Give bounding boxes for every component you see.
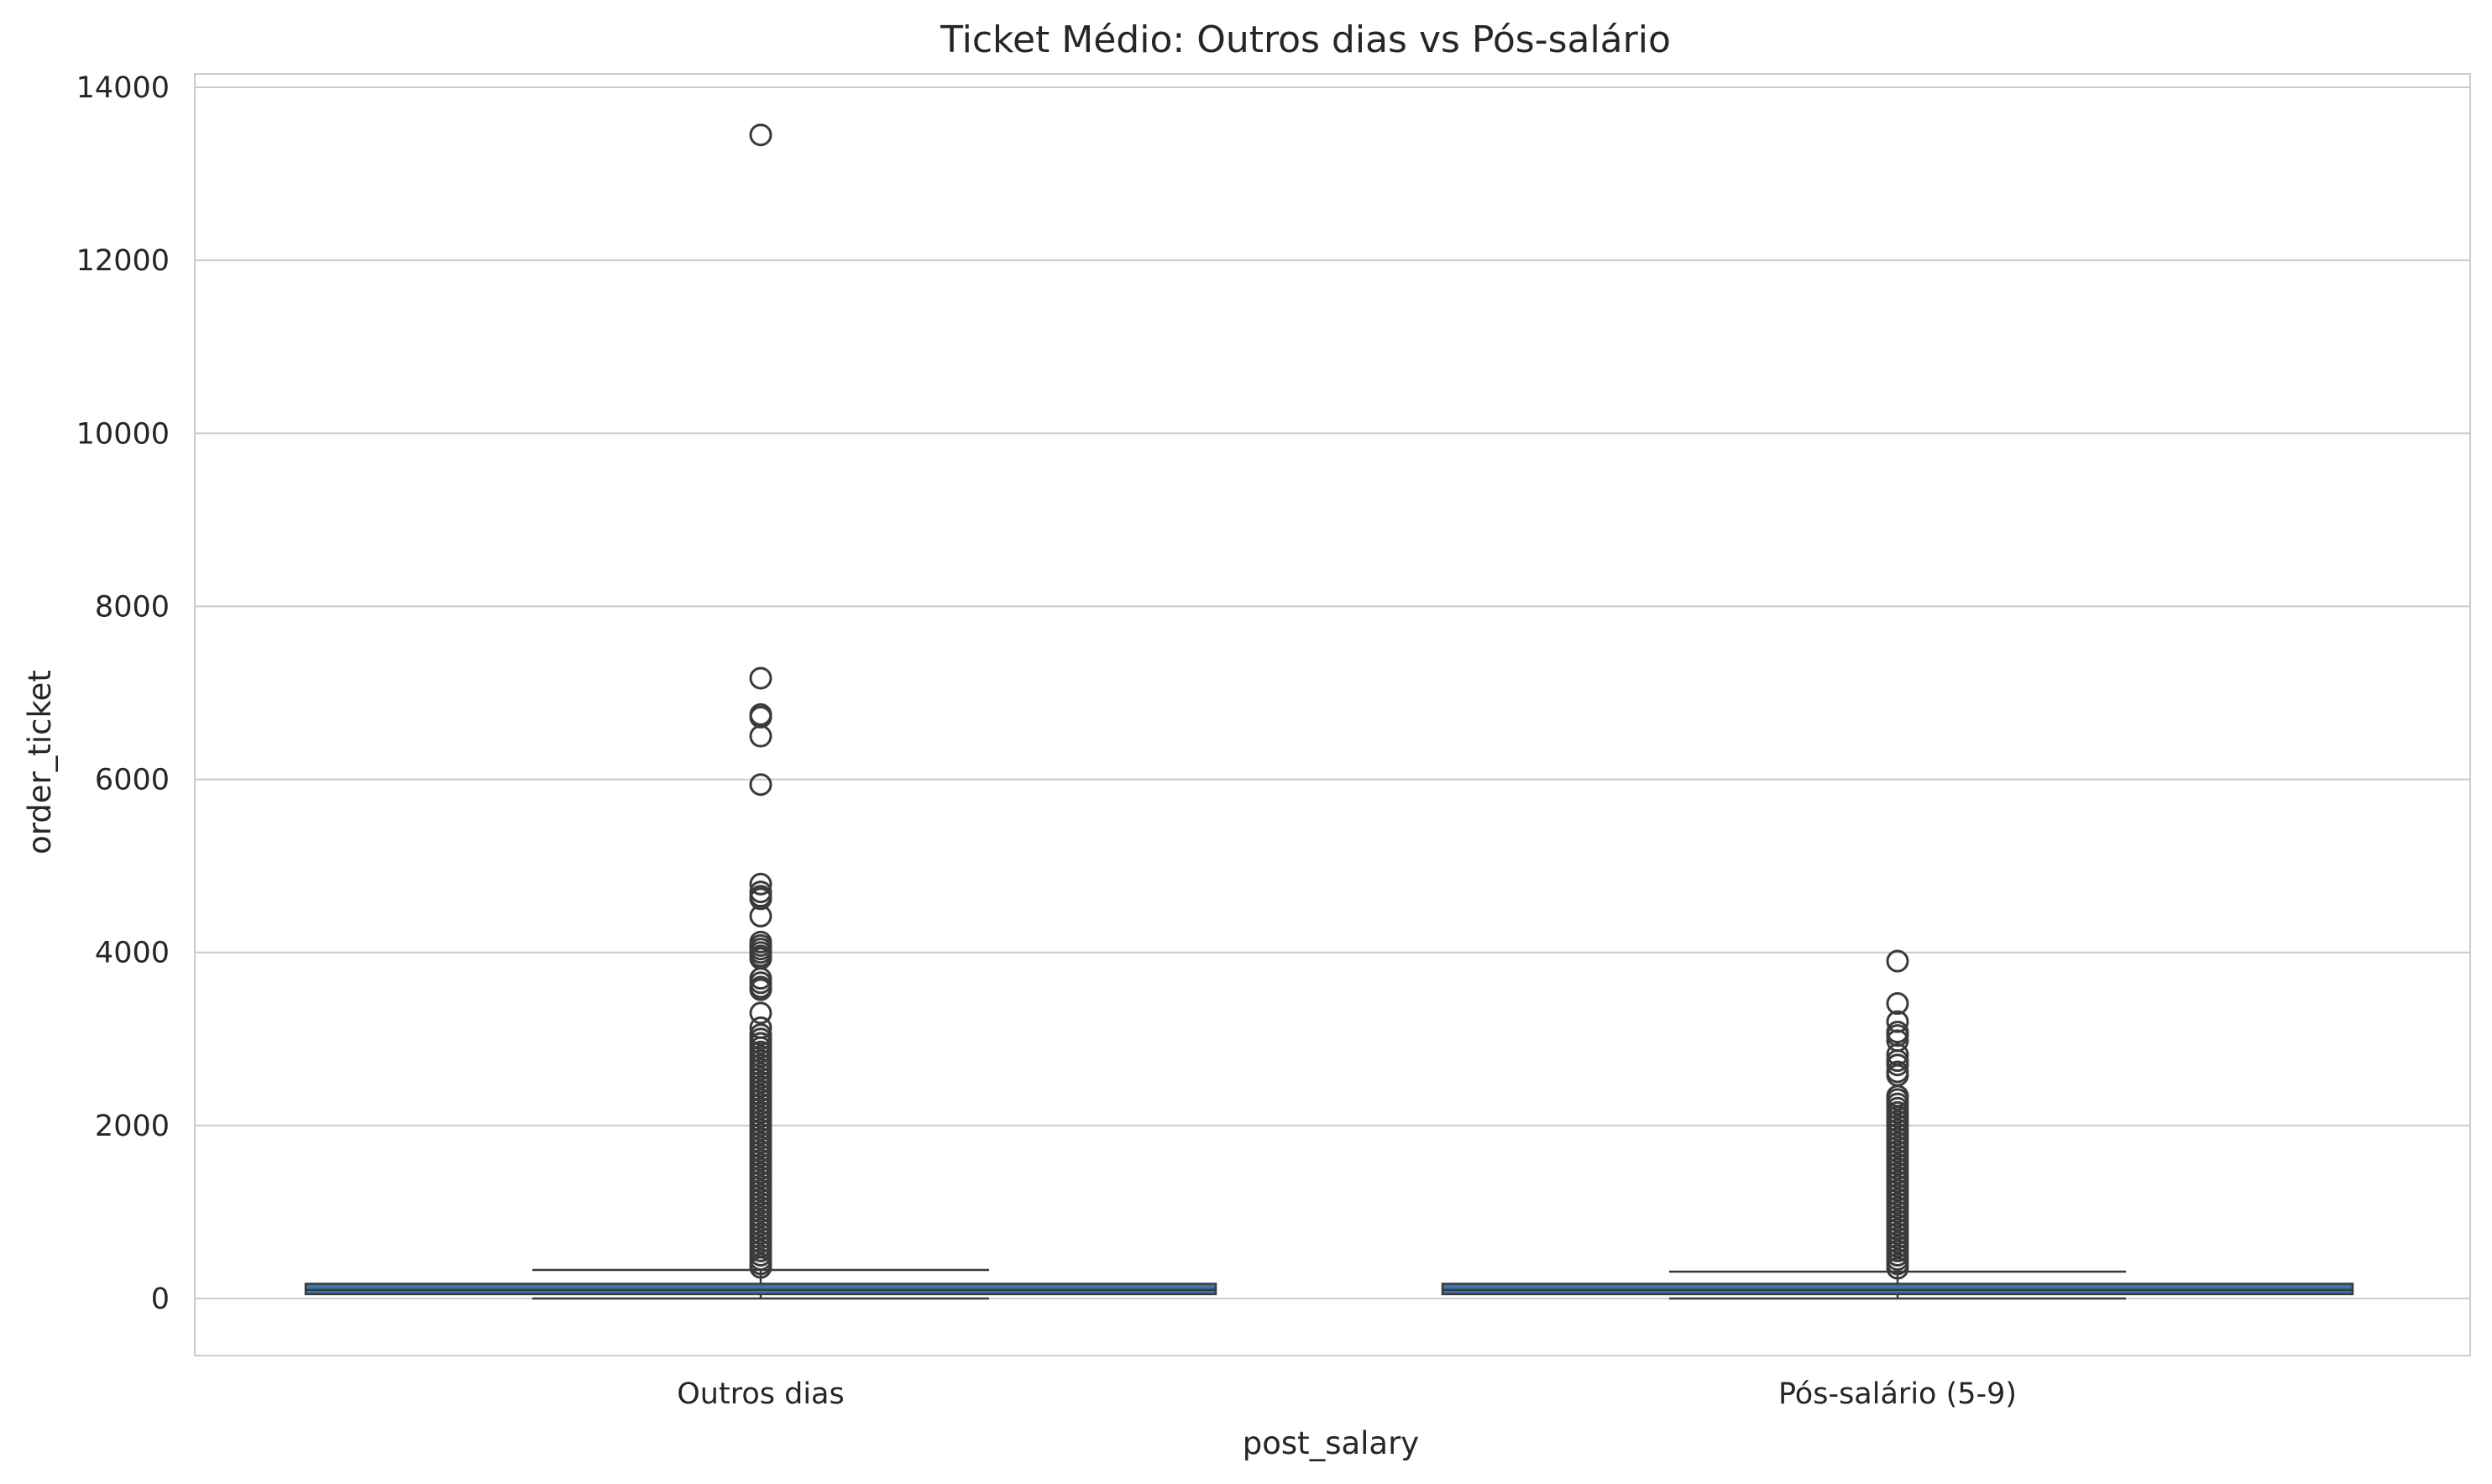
outlier-point xyxy=(1886,992,1909,1016)
y-tick-label: 8000 xyxy=(95,590,170,624)
y-tick-label: 6000 xyxy=(95,764,170,797)
y-tick-label: 12000 xyxy=(76,244,170,278)
outlier-point xyxy=(749,1256,772,1279)
boxes xyxy=(304,123,2354,1300)
outlier-point xyxy=(749,887,772,911)
y-tick-label: 14000 xyxy=(76,71,170,105)
y-tick-label: 2000 xyxy=(95,1110,170,1143)
outlier-point xyxy=(749,773,772,797)
plot-frame xyxy=(194,73,2471,1356)
box-group xyxy=(304,123,1217,1300)
box-group xyxy=(1441,949,2354,1300)
outlier-point xyxy=(749,666,772,690)
chart-title: Ticket Médio: Outros dias vs Pós-salário xyxy=(940,18,1671,61)
y-axis-ticks: 0 2000 4000 6000 8000 10000 12000 14000 xyxy=(76,71,170,1316)
outlier-point xyxy=(749,978,772,1001)
x-axis-label: post_salary xyxy=(1243,1425,1419,1461)
outlier-point xyxy=(1886,1257,1909,1280)
x-tick-label: Pós-salário (5-9) xyxy=(1778,1377,2017,1411)
outlier-point xyxy=(1886,949,1909,973)
outlier-point xyxy=(749,1001,772,1025)
y-tick-label: 4000 xyxy=(95,937,170,970)
grid-lines xyxy=(195,86,2470,1299)
outlier-point xyxy=(749,123,772,147)
outlier-point xyxy=(1886,1053,1909,1077)
outlier-point xyxy=(749,872,772,896)
y-tick-label: 10000 xyxy=(76,417,170,451)
outlier-point xyxy=(749,724,772,748)
y-tick-label: 0 xyxy=(151,1283,170,1316)
outlier-point xyxy=(749,904,772,928)
y-axis-label: order_ticket xyxy=(22,670,58,854)
x-tick-label: Outros dias xyxy=(677,1377,844,1411)
x-axis-ticks: Outros dias Pós-salário (5-9) xyxy=(677,1377,2017,1411)
